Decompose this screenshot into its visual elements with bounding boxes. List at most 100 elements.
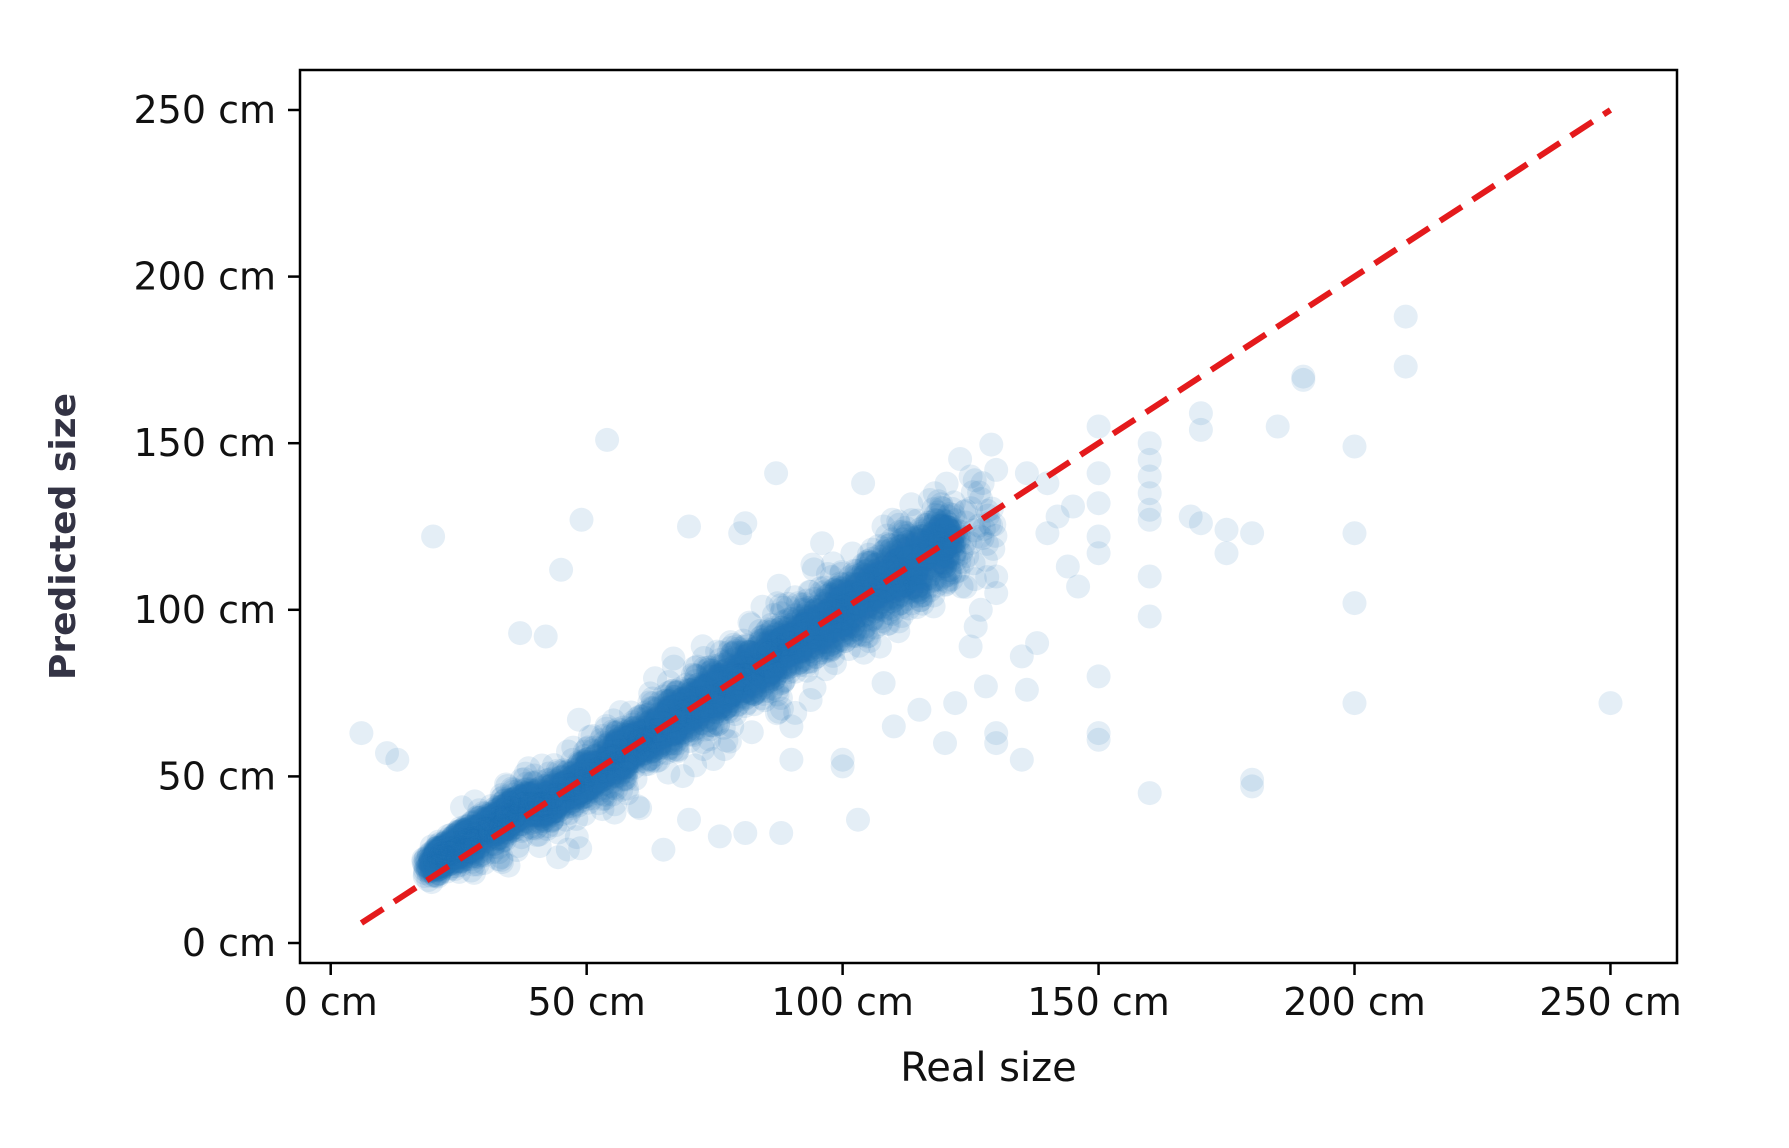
data-point: [485, 800, 510, 825]
data-point: [926, 550, 951, 575]
data-point: [455, 817, 479, 842]
data-point: [428, 843, 453, 868]
outlier-point: [1342, 591, 1367, 616]
data-point: [813, 657, 838, 682]
outlier-point: [1086, 461, 1111, 486]
data-point: [449, 824, 474, 849]
data-point: [496, 793, 521, 818]
data-point: [933, 508, 957, 533]
outlier-point: [943, 691, 968, 716]
data-point: [675, 710, 700, 735]
data-point: [929, 510, 954, 535]
data-point: [622, 718, 647, 743]
outlier-point: [421, 524, 446, 549]
data-point: [689, 674, 714, 699]
data-point: [940, 532, 965, 557]
data-point: [854, 601, 879, 626]
data-point: [433, 838, 458, 863]
data-point: [891, 527, 916, 552]
data-point: [569, 757, 594, 782]
data-point: [431, 833, 456, 858]
data-point: [536, 791, 561, 816]
data-point: [685, 707, 710, 732]
data-point: [853, 559, 878, 584]
data-point: [895, 546, 920, 571]
data-point: [889, 604, 914, 628]
data-point: [550, 802, 574, 827]
data-point: [439, 822, 464, 847]
data-point: [471, 823, 496, 848]
data-point: [812, 575, 837, 600]
data-point: [829, 588, 854, 613]
data-point: [502, 797, 527, 822]
data-point: [615, 759, 640, 784]
outlier-point: [1240, 521, 1265, 546]
outlier-point: [779, 747, 804, 772]
data-point: [434, 836, 459, 861]
data-point: [741, 681, 766, 706]
data-point: [685, 672, 710, 697]
data-point: [846, 603, 871, 627]
data-point: [536, 783, 561, 807]
x-tick-label: 150 cm: [1027, 980, 1170, 1024]
data-point: [446, 843, 471, 868]
outlier-point: [595, 427, 620, 452]
data-point: [490, 793, 515, 818]
data-point: [542, 779, 567, 804]
data-point: [712, 737, 737, 762]
data-point: [893, 572, 918, 597]
data-point: [520, 781, 545, 805]
data-point: [900, 575, 925, 600]
data-point: [573, 760, 598, 785]
y-axis-label: Predicted size: [43, 393, 84, 680]
data-point: [935, 545, 960, 569]
data-point: [540, 792, 564, 817]
data-point: [761, 624, 786, 649]
data-point: [765, 643, 790, 668]
outlier-point: [769, 821, 794, 845]
data-point: [438, 836, 463, 861]
data-point: [680, 707, 705, 732]
data-point: [908, 588, 933, 612]
data-point: [434, 847, 458, 872]
data-point: [637, 709, 662, 734]
data-point: [643, 727, 668, 752]
data-point: [882, 549, 907, 573]
data-point: [462, 822, 487, 847]
outlier-point: [677, 807, 701, 832]
data-point: [638, 730, 663, 755]
data-point: [657, 689, 682, 713]
outlier-point: [625, 794, 650, 819]
data-point: [910, 565, 935, 590]
data-point: [577, 768, 601, 793]
data-point: [674, 695, 698, 720]
data-point: [614, 748, 638, 773]
data-point: [731, 685, 756, 710]
data-point: [910, 583, 935, 608]
data-point: [537, 761, 561, 786]
data-point: [818, 637, 843, 662]
outlier-point: [1137, 781, 1162, 806]
outlier-point: [677, 514, 701, 539]
data-point: [788, 631, 813, 656]
y-tick-label: 150 cm: [133, 421, 276, 465]
data-point: [507, 792, 532, 817]
data-point: [577, 768, 602, 793]
outlier-point: [922, 481, 947, 506]
data-point: [890, 579, 914, 604]
data-point: [712, 681, 737, 706]
data-point: [828, 591, 853, 616]
data-point: [551, 760, 576, 785]
data-point: [491, 803, 516, 828]
data-point: [699, 658, 724, 683]
data-point: [674, 707, 699, 732]
outlier-point: [871, 671, 896, 696]
data-point: [709, 640, 734, 665]
data-point: [501, 787, 526, 811]
data-point: [879, 540, 904, 565]
data-point: [754, 678, 779, 703]
data-point: [492, 788, 517, 813]
data-point: [732, 650, 757, 675]
data-point: [854, 558, 878, 583]
data-point: [886, 533, 911, 558]
